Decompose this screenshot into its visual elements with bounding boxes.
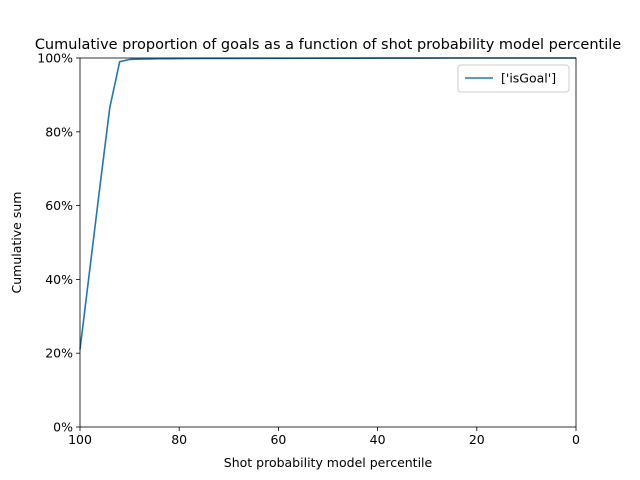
series-line — [79, 57, 576, 350]
y-tick-label: 20% — [45, 346, 73, 361]
y-axis-label: Cumulative sum — [9, 192, 24, 294]
x-tick-label: 0 — [572, 432, 580, 447]
y-tick-label: 0% — [53, 420, 73, 435]
y-axis: 0% 20% 40% 60% 80% 100% — [37, 51, 80, 435]
y-tick-label: 40% — [45, 272, 73, 287]
x-axis: 100 80 60 40 20 0 — [68, 427, 580, 447]
y-tick-label: 100% — [37, 51, 73, 66]
legend-box — [457, 64, 570, 93]
x-axis-label: Shot probability model percentile — [224, 455, 433, 470]
series-layer — [79, 57, 576, 350]
x-tick-label: 100 — [68, 432, 92, 447]
plot-frame — [79, 57, 577, 428]
legend-entry-label: ['isGoal'] — [501, 71, 556, 86]
y-tick-label: 60% — [45, 198, 73, 213]
x-tick-label: 60 — [270, 432, 286, 447]
chart-title: Cumulative proportion of goals as a func… — [35, 37, 621, 53]
x-tick-label: 40 — [370, 432, 386, 447]
legend: ['isGoal'] — [457, 64, 570, 93]
x-tick-label: 80 — [171, 432, 187, 447]
y-tick-label: 80% — [45, 124, 73, 139]
x-tick-label: 20 — [469, 432, 485, 447]
